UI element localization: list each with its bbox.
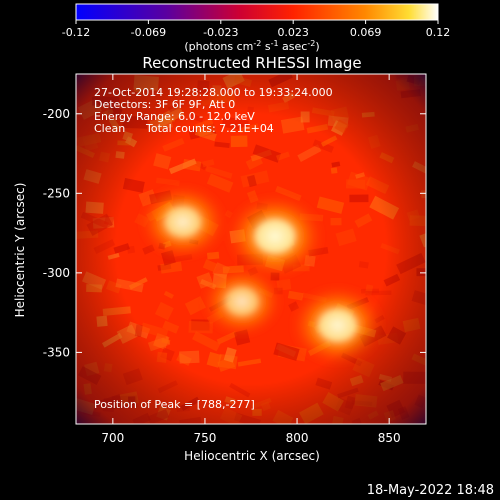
x-axis-label: Heliocentric X (arcsec) xyxy=(184,449,320,463)
annotation-energy: Energy Range: 6.0 - 12.0 keV xyxy=(94,110,255,123)
x-axis: 700 750 800 850 xyxy=(101,74,401,445)
y-tick-label: -250 xyxy=(43,186,70,200)
colorbar-tick-label: -0.12 xyxy=(62,26,90,39)
x-tick-label: 850 xyxy=(378,431,401,445)
annotation-block: 27-Oct-2014 19:28:28.000 to 19:33:24.000… xyxy=(94,86,333,411)
y-tick-label: -350 xyxy=(43,345,70,359)
y-axis-label: Heliocentric Y (arcsec) xyxy=(13,183,27,318)
plot-title: Reconstructed RHESSI Image xyxy=(142,54,361,72)
colorbar-tick-group xyxy=(75,20,439,24)
colorbar-tick-label: 0.12 xyxy=(426,26,451,39)
y-axis: -200 -250 -300 -350 xyxy=(43,107,426,359)
x-tick-label: 700 xyxy=(101,431,124,445)
image-vignette xyxy=(76,74,426,424)
x-tick-label: 800 xyxy=(286,431,309,445)
y-tick-label: -200 xyxy=(43,107,70,121)
annotation-detectors: Detectors: 3F 6F 9F, Att 0 xyxy=(94,98,235,111)
timestamp: 18-May-2022 18:48 xyxy=(367,483,494,498)
colorbar-tick-label: 0.069 xyxy=(350,26,382,39)
annotation-peak: Position of Peak = [788,-277] xyxy=(94,398,255,411)
plot-frame xyxy=(75,73,427,425)
colorbar-units: (photons cm-2 s-1 asec-2) xyxy=(184,39,319,53)
annotation-method: Clean xyxy=(94,122,125,135)
annotation-time: 27-Oct-2014 19:28:28.000 to 19:33:24.000 xyxy=(94,86,333,99)
colorbar-tick-label: 0.023 xyxy=(277,26,309,39)
colorbar-tick-labels: -0.12 -0.069 -0.023 0.023 0.069 0.12 xyxy=(62,26,450,39)
colorbar-tick-label: -0.069 xyxy=(131,26,166,39)
colorbar xyxy=(75,3,439,21)
x-tick-label: 750 xyxy=(193,431,216,445)
y-tick-label: -300 xyxy=(43,266,70,280)
colorbar-tick-label: -0.023 xyxy=(203,26,238,39)
annotation-counts: Total counts: 7.21E+04 xyxy=(145,122,274,135)
image-area xyxy=(76,74,426,424)
